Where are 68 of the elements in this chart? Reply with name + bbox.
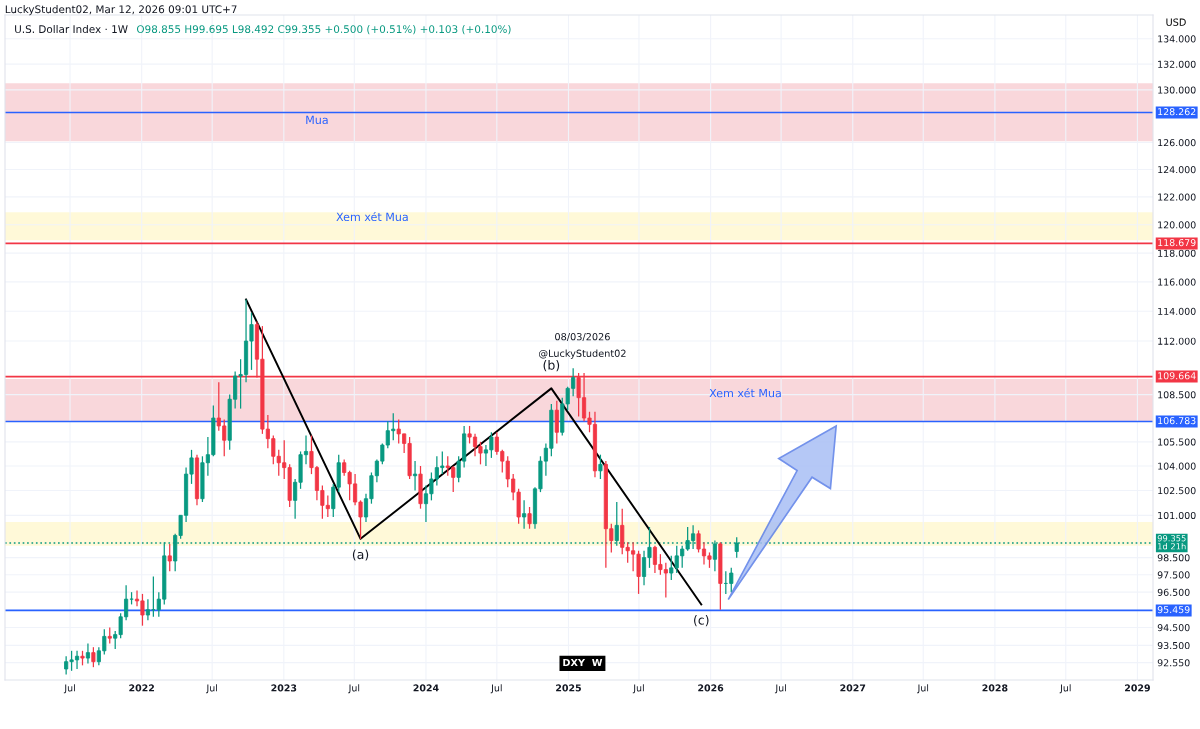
y-tick-label: 118.000 bbox=[1158, 249, 1196, 257]
candlestick bbox=[413, 460, 418, 492]
candlestick bbox=[554, 400, 559, 445]
x-tick-label: Jul bbox=[632, 684, 644, 694]
y-tick-label: 130.000 bbox=[1158, 86, 1196, 94]
annotation: (b) bbox=[543, 360, 560, 372]
y-tick-label: 114.000 bbox=[1158, 307, 1196, 315]
x-tick-label: 2023 bbox=[271, 684, 297, 692]
x-tick-label: Jul bbox=[348, 684, 360, 694]
x-tick-label: 2029 bbox=[1125, 684, 1150, 692]
x-tick-label: Jul bbox=[490, 684, 502, 694]
line-series bbox=[245, 298, 703, 606]
candlestick bbox=[598, 454, 603, 480]
y-tick-label: 98.500 bbox=[1157, 554, 1190, 562]
candlestick bbox=[91, 646, 96, 668]
candlestick bbox=[85, 642, 90, 665]
x-tick-label: 2025 bbox=[556, 684, 581, 692]
candlestick bbox=[522, 499, 527, 530]
y-tick-label: 132.000 bbox=[1158, 60, 1196, 68]
y-tick-label: 102.500 bbox=[1158, 487, 1196, 495]
ref-line-label: 109.664 bbox=[1158, 372, 1196, 380]
x-tick-label: 2024 bbox=[413, 684, 439, 692]
candlestick bbox=[167, 543, 172, 572]
y-tick-label: 120.000 bbox=[1158, 221, 1196, 229]
text: O98.855 H99.695 L98.492 C99.355 +0.500 (+0.51%) +0.103 (+0.10%) bbox=[136, 24, 511, 35]
y-axis-title: USD bbox=[1166, 18, 1186, 26]
y-tick-label: 134.000 bbox=[1158, 35, 1196, 43]
y-tick-label: 92.550 bbox=[1157, 659, 1190, 667]
y-tick-label: 96.500 bbox=[1157, 588, 1190, 596]
y-tick-label: 112.000 bbox=[1158, 337, 1196, 345]
annotation: (a) bbox=[352, 549, 369, 561]
x-tick-label: Jul bbox=[917, 684, 929, 694]
x-tick-label: Jul bbox=[1059, 684, 1071, 694]
ref-line-label: 99.355 1d 21h bbox=[1157, 535, 1186, 550]
annotation: Xem xét Mua bbox=[709, 388, 781, 398]
x-tick-label: 2026 bbox=[698, 684, 724, 692]
x-tick-label: 2022 bbox=[129, 684, 155, 692]
x-tick-label: Jul bbox=[63, 684, 75, 694]
y-tick-label: 93.500 bbox=[1157, 641, 1190, 650]
x-tick-label: 2027 bbox=[840, 684, 866, 692]
y-tick-label: 97.500 bbox=[1157, 571, 1190, 579]
annotation: DXY W bbox=[563, 658, 603, 667]
x-tick-label: Jul bbox=[774, 684, 786, 694]
annotation: Xem xét Mua bbox=[336, 212, 408, 222]
y-tick-label: 104.000 bbox=[1158, 462, 1196, 470]
y-tick-label: 101.000 bbox=[1158, 511, 1196, 520]
y-tick-label: 94.500 bbox=[1157, 624, 1190, 632]
text: U.S. Dollar Index · 1W bbox=[15, 24, 128, 34]
ref-line-label: 95.459 bbox=[1157, 606, 1190, 614]
annotation: (c) bbox=[694, 615, 709, 627]
annotation: @LuckyStudent02 bbox=[539, 349, 626, 359]
x-tick-label: 2028 bbox=[982, 684, 1008, 692]
candlestick bbox=[145, 598, 150, 621]
candlestick bbox=[729, 567, 734, 593]
candlestick bbox=[527, 506, 532, 530]
annotation: 08/03/2026 bbox=[555, 332, 610, 342]
x-tick-label: Jul bbox=[205, 684, 217, 694]
y-tick-label: 124.000 bbox=[1158, 166, 1196, 174]
y-tick-label: 116.000 bbox=[1158, 278, 1196, 286]
ref-line-label: 118.679 bbox=[1158, 239, 1196, 247]
annotation: Mua bbox=[306, 115, 328, 125]
ref-line-label: 128.262 bbox=[1158, 108, 1196, 116]
y-tick-label: 122.000 bbox=[1158, 193, 1196, 201]
y-tick-label: 105.500 bbox=[1158, 438, 1196, 446]
y-tick-label: 108.500 bbox=[1158, 391, 1196, 399]
y-tick-label: 126.000 bbox=[1158, 139, 1196, 147]
annotation: LuckyStudent02, Mar 12, 2026 09:01 UTC+7 bbox=[5, 5, 237, 16]
ref-line-label: 106.783 bbox=[1158, 417, 1196, 425]
